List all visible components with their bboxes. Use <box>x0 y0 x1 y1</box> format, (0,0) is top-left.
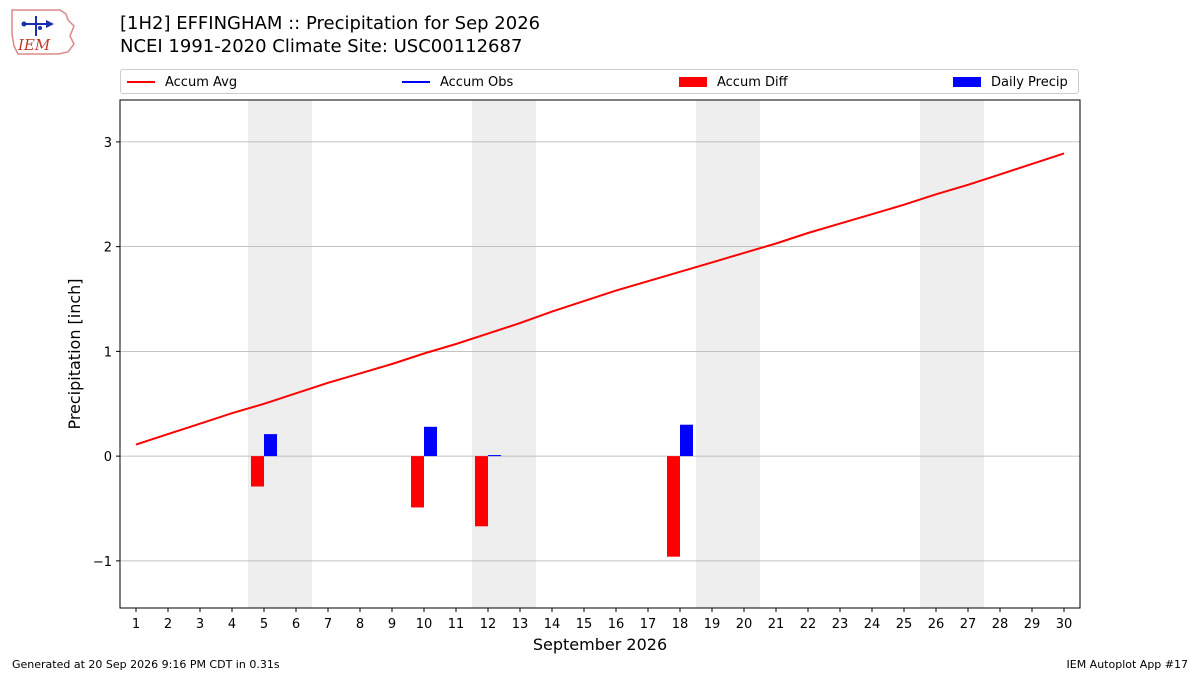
x-tick-label: 12 <box>480 617 497 632</box>
plot-frame <box>119 99 1081 609</box>
x-tick-label: 25 <box>896 617 913 632</box>
x-tick-label: 6 <box>292 617 300 632</box>
x-tick-label: 17 <box>640 617 657 632</box>
weekend-shade <box>504 100 536 608</box>
x-tick-label: 3 <box>196 617 204 632</box>
x-tick-label: 11 <box>448 617 465 632</box>
y-tick-label: 2 <box>104 241 112 256</box>
footer-generated: Generated at 20 Sep 2026 9:16 PM CDT in … <box>12 658 280 671</box>
x-tick-label: 1 <box>132 617 140 632</box>
legend-label-accum-avg: Accum Avg <box>165 74 238 90</box>
legend-swatch-accum-avg <box>127 81 155 83</box>
x-tick-label: 13 <box>512 617 529 632</box>
x-tick-label: 15 <box>576 617 593 632</box>
x-axis-label: September 2026 <box>533 635 667 654</box>
chart-title: [1H2] EFFINGHAM :: Precipitation for Sep… <box>120 12 540 58</box>
daily-precip-bar <box>680 424 693 457</box>
weekend-shade <box>472 100 504 608</box>
legend-item-accum-diff: Accum Diff <box>679 70 788 94</box>
x-tick-label: 28 <box>992 617 1009 632</box>
weekend-shade <box>696 100 728 608</box>
chart-legend: Accum Avg Accum Obs Accum Diff Daily Pre… <box>120 69 1079 94</box>
legend-label-accum-obs: Accum Obs <box>440 74 514 90</box>
x-tick-label: 5 <box>260 617 268 632</box>
accum-diff-bar <box>411 456 424 508</box>
x-tick-label: 18 <box>672 617 689 632</box>
title-line-2: NCEI 1991-2020 Climate Site: USC00112687 <box>120 36 523 57</box>
x-tick-label: 29 <box>1024 617 1041 632</box>
accum-diff-bar <box>667 456 680 557</box>
x-tick-label: 24 <box>864 617 881 632</box>
legend-label-daily-precip: Daily Precip <box>991 74 1068 90</box>
legend-item-accum-avg: Accum Avg <box>127 70 237 94</box>
x-tick-label: 30 <box>1056 617 1073 632</box>
weekend-shade <box>728 100 760 608</box>
x-tick-label: 22 <box>800 617 817 632</box>
daily-precip-bar <box>488 455 501 457</box>
x-tick-label: 26 <box>928 617 945 632</box>
accum-avg-line <box>135 152 1065 446</box>
legend-label-accum-diff: Accum Diff <box>717 74 788 90</box>
y-axis-label: Precipitation [inch] <box>65 278 84 429</box>
daily-precip-bar <box>264 434 277 457</box>
weekend-shade <box>920 100 952 608</box>
accum-diff-bar <box>475 456 488 527</box>
weather-station-icon <box>21 16 54 36</box>
iem-logo: IEM <box>11 9 75 55</box>
legend-item-daily-precip: Daily Precip <box>953 70 1068 94</box>
weekend-shade <box>280 100 312 608</box>
x-tick-label: 20 <box>736 617 753 632</box>
x-tick-label: 10 <box>416 617 433 632</box>
x-tick-label: 19 <box>704 617 721 632</box>
logo-text: IEM <box>17 36 51 54</box>
x-tick-label: 9 <box>388 617 396 632</box>
x-tick-label: 16 <box>608 617 625 632</box>
weekend-shade <box>248 100 280 608</box>
x-tick-label: 8 <box>356 617 364 632</box>
x-tick-label: 27 <box>960 617 977 632</box>
daily-precip-bar <box>424 426 437 457</box>
x-tick-label: 14 <box>544 617 561 632</box>
x-tick-label: 2 <box>164 617 172 632</box>
legend-swatch-daily-precip <box>953 77 981 87</box>
y-tick-label: −1 <box>93 555 112 570</box>
y-tick-label: 0 <box>104 450 112 465</box>
title-line-1: [1H2] EFFINGHAM :: Precipitation for Sep… <box>120 13 541 34</box>
legend-swatch-accum-obs <box>402 81 430 83</box>
x-tick-label: 4 <box>228 617 236 632</box>
y-tick-label: 1 <box>104 345 112 360</box>
legend-item-accum-obs: Accum Obs <box>402 70 513 94</box>
legend-swatch-accum-diff <box>679 77 707 87</box>
footer-app-id: IEM Autoplot App #17 <box>1066 658 1189 671</box>
y-tick-label: 3 <box>104 136 112 151</box>
x-tick-label: 23 <box>832 617 849 632</box>
x-tick-label: 7 <box>324 617 332 632</box>
x-tick-label: 21 <box>768 617 785 632</box>
accum-diff-bar <box>251 456 264 487</box>
weekend-shade <box>952 100 984 608</box>
